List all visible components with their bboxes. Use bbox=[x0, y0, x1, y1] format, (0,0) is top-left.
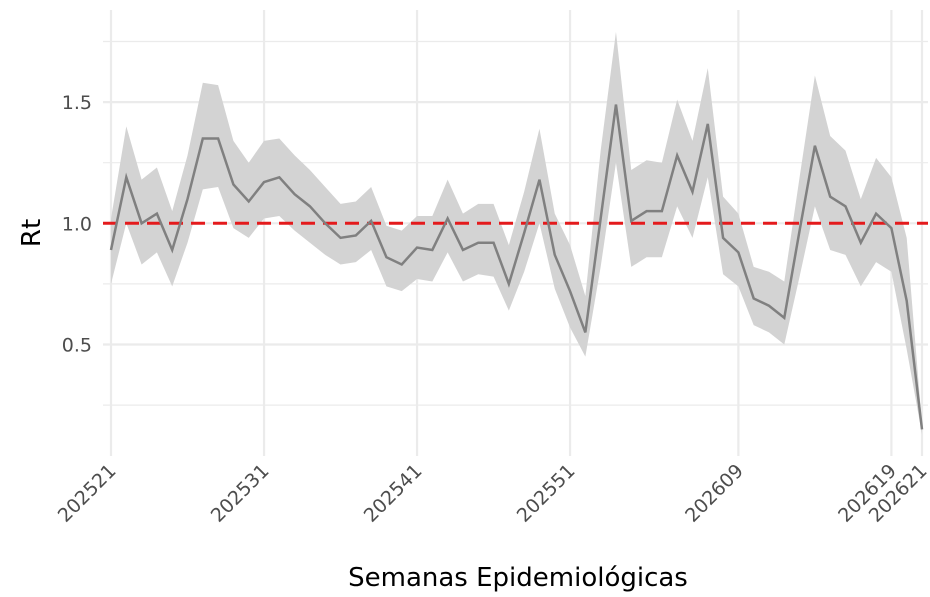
y-tick-label: 1.0 bbox=[62, 213, 92, 235]
rt-line bbox=[109, 104, 924, 430]
x-axis-title: Semanas Epidemiológicas bbox=[348, 563, 688, 593]
x-tick-label: 202541 bbox=[360, 460, 427, 527]
x-tick-label: 202609 bbox=[681, 460, 748, 527]
y-axis-title: Rt bbox=[17, 219, 47, 247]
y-tick-label: 0.5 bbox=[62, 335, 92, 357]
x-tick-label: 202551 bbox=[513, 460, 580, 527]
x-tick-label: 202531 bbox=[207, 460, 274, 527]
confidence-band bbox=[111, 31, 922, 435]
x-tick-label: 202521 bbox=[54, 460, 121, 527]
y-tick-label: 1.5 bbox=[62, 92, 92, 114]
